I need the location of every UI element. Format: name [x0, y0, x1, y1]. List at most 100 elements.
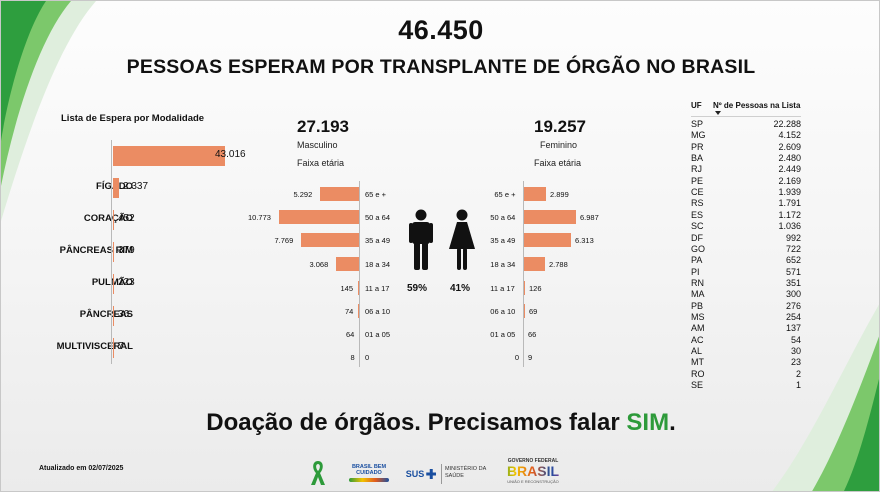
table-row: PB 276 — [691, 301, 801, 312]
count-cell: 652 — [785, 255, 801, 266]
slogan: Doação de órgãos. Precisamos falar SIM. — [1, 409, 879, 437]
female-age-bar — [524, 304, 525, 318]
modality-bar — [113, 146, 225, 166]
female-label: Feminino — [540, 140, 578, 150]
brasil-bem-cuidado-logo: BRASIL BEM CUIDADO — [341, 462, 397, 484]
modality-row: PÂNCREAS 36 — [31, 300, 331, 332]
table-row: PI 571 — [691, 267, 801, 278]
female-age-range: 06 a 10 — [490, 307, 516, 316]
table-row: SC 1.036 — [691, 221, 801, 232]
male-age-range: 01 a 05 — [365, 330, 391, 339]
male-age-range: 11 a 17 — [365, 284, 390, 293]
uf-cell: RS — [691, 198, 704, 209]
modality-axis — [111, 172, 112, 204]
count-cell: 137 — [785, 323, 801, 334]
table-row: MT 23 — [691, 357, 801, 368]
sus-logo: SUS — [403, 465, 439, 483]
sus-cross-icon — [426, 469, 437, 479]
female-age-bar — [524, 281, 525, 295]
modality-row: RIM43.016 — [31, 140, 331, 172]
count-cell: 1.791 — [778, 198, 801, 209]
female-age-range: 35 a 49 — [490, 236, 516, 245]
sus-text: SUS — [405, 469, 425, 479]
table-row: BA 2.480 — [691, 153, 801, 164]
modality-row: PULMÃO223 — [31, 268, 331, 300]
count-cell: 23 — [790, 357, 801, 368]
count-cell: 571 — [785, 266, 801, 277]
modality-axis — [111, 204, 112, 236]
modality-axis — [111, 300, 112, 332]
count-cell: 2 — [795, 368, 801, 379]
male-age-value: 7.769 — [274, 236, 294, 245]
uf-cell: MG — [691, 130, 706, 141]
male-age-bar — [279, 210, 359, 224]
female-age-value: 66 — [528, 330, 537, 339]
female-age-bar — [524, 257, 545, 271]
male-percent: 59% — [407, 283, 428, 294]
count-cell: 2.480 — [778, 153, 801, 164]
modality-value: 223 — [118, 277, 135, 288]
male-age-value: 74 — [345, 307, 354, 316]
male-age-value: 10.773 — [248, 213, 271, 222]
page-headline: PESSOAS ESPERAM POR TRANSPLANTE DE ÓRGÃO… — [126, 56, 756, 78]
uf-cell: MT — [691, 357, 704, 368]
modality-label: CORAÇÃO — [83, 213, 133, 224]
female-total: 19.257 — [534, 117, 586, 136]
uf-cell: BA — [691, 153, 704, 164]
gov-label: GOVERNO FEDERAL — [507, 458, 559, 464]
table-row: AL 30 — [691, 346, 801, 357]
table-row: CE 1.939 — [691, 187, 801, 198]
modality-value: 7 — [118, 341, 124, 352]
male-age-label: Faixa etária — [297, 158, 345, 168]
table-row: DF 992 — [691, 233, 801, 244]
modality-title: Lista de Espera por Modalidade — [61, 113, 205, 124]
uf-cell: PA — [691, 255, 703, 266]
count-cell: 2.609 — [778, 141, 801, 152]
table-row: AC 54 — [691, 335, 801, 346]
gov-sub: UNIÃO E RECONSTRUÇÃO — [507, 479, 559, 484]
count-cell: 1.036 — [778, 221, 801, 232]
modality-bar — [113, 338, 114, 358]
table-row: MA 300 — [691, 289, 801, 300]
modality-axis — [111, 268, 112, 300]
count-cell: 4.152 — [778, 130, 801, 141]
uf-cell: MS — [691, 311, 705, 322]
male-age-range: 18 a 34 — [365, 260, 391, 269]
modality-axis — [111, 140, 112, 172]
male-age-bar — [320, 187, 359, 201]
slogan-text: Doação de órgãos. Precisamos falar — [206, 409, 627, 436]
female-age-value: 6.987 — [580, 213, 599, 222]
count-column-header[interactable]: Nº de Pessoas na Lista — [713, 101, 801, 110]
governo-federal-logo: GOVERNO FEDERAL BRASIL UNIÃO E RECONSTRU… — [498, 458, 568, 488]
modality-value: 452 — [118, 213, 135, 224]
uf-cell: SP — [691, 119, 704, 129]
modality-bar — [113, 306, 114, 326]
table-row: MG 4.152 — [691, 130, 801, 141]
female-age-bar — [524, 233, 571, 247]
count-cell: 992 — [785, 232, 801, 243]
female-age-bar — [524, 210, 576, 224]
male-age-bar — [336, 257, 359, 271]
uf-cell: SC — [691, 221, 704, 232]
sort-arrow-icon[interactable] — [715, 111, 721, 116]
table-row: PE 2.169 — [691, 176, 801, 187]
uf-cell: AM — [691, 323, 705, 334]
male-age-value: 5.292 — [293, 190, 313, 199]
female-person-icon — [449, 209, 475, 270]
uf-cell: RJ — [691, 164, 702, 175]
male-age-value: 3.068 — [309, 260, 329, 269]
table-row: PA 652 — [691, 255, 801, 266]
uf-cell: PE — [691, 175, 704, 186]
female-age-label: Faixa etária — [534, 158, 582, 168]
male-label: Masculino — [297, 140, 338, 150]
uf-column-header[interactable]: UF — [691, 101, 702, 110]
count-cell: 1 — [795, 380, 801, 391]
modality-label: MULTIVISCERAL — [56, 341, 133, 352]
female-age-value: 126 — [529, 284, 542, 293]
count-cell: 54 — [790, 334, 801, 345]
male-age-bar — [301, 233, 359, 247]
modality-value: 2.337 — [123, 181, 149, 192]
slogan-end: . — [669, 409, 676, 436]
modality-label: PÂNCREAS — [79, 309, 133, 320]
